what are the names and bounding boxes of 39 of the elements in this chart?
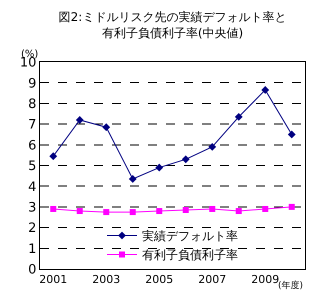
point <box>50 206 56 212</box>
point <box>128 175 137 183</box>
point <box>262 206 268 212</box>
y-tick-label: 8 <box>28 96 36 112</box>
y-tick-label: 3 <box>28 200 36 216</box>
point <box>102 123 110 132</box>
point <box>236 208 242 214</box>
chart-title: 図2:ミドルリスク先の実績デフォルト率と有利子負債利子率(中央値) <box>58 10 286 40</box>
x-tick-label: 2003 <box>92 273 120 286</box>
legend-label: 実績デフォルト率 <box>142 229 238 244</box>
y-tick-label: 0 <box>28 262 36 278</box>
point <box>261 86 270 94</box>
y-tick-label: 2 <box>28 221 36 236</box>
x-tick-label: 2005 <box>145 273 174 286</box>
point <box>156 208 162 214</box>
point <box>288 204 295 210</box>
point <box>234 112 243 121</box>
y-tick-label: 1 <box>28 242 36 257</box>
point <box>182 155 190 164</box>
point <box>209 206 216 212</box>
point <box>208 142 216 151</box>
point <box>288 130 296 138</box>
legend-label: 有利子負債利子率 <box>142 248 238 262</box>
y-tick-label: 6 <box>28 138 36 154</box>
point <box>76 208 83 214</box>
y-tick-label: 5 <box>28 159 36 174</box>
x-axis-title: (年度) <box>278 280 304 291</box>
point <box>155 164 164 172</box>
y-tick-label: 7 <box>28 118 36 133</box>
x-tick-label: 2009 <box>251 273 280 286</box>
point <box>103 209 110 216</box>
y-tick-label: 9 <box>28 76 36 92</box>
point <box>130 209 136 216</box>
x-tick-label: 2001 <box>39 273 68 286</box>
y-tick-label: 4 <box>28 180 36 195</box>
point <box>182 207 189 214</box>
point <box>76 116 84 124</box>
x-tick-label: 2007 <box>198 273 226 286</box>
point <box>49 152 58 160</box>
